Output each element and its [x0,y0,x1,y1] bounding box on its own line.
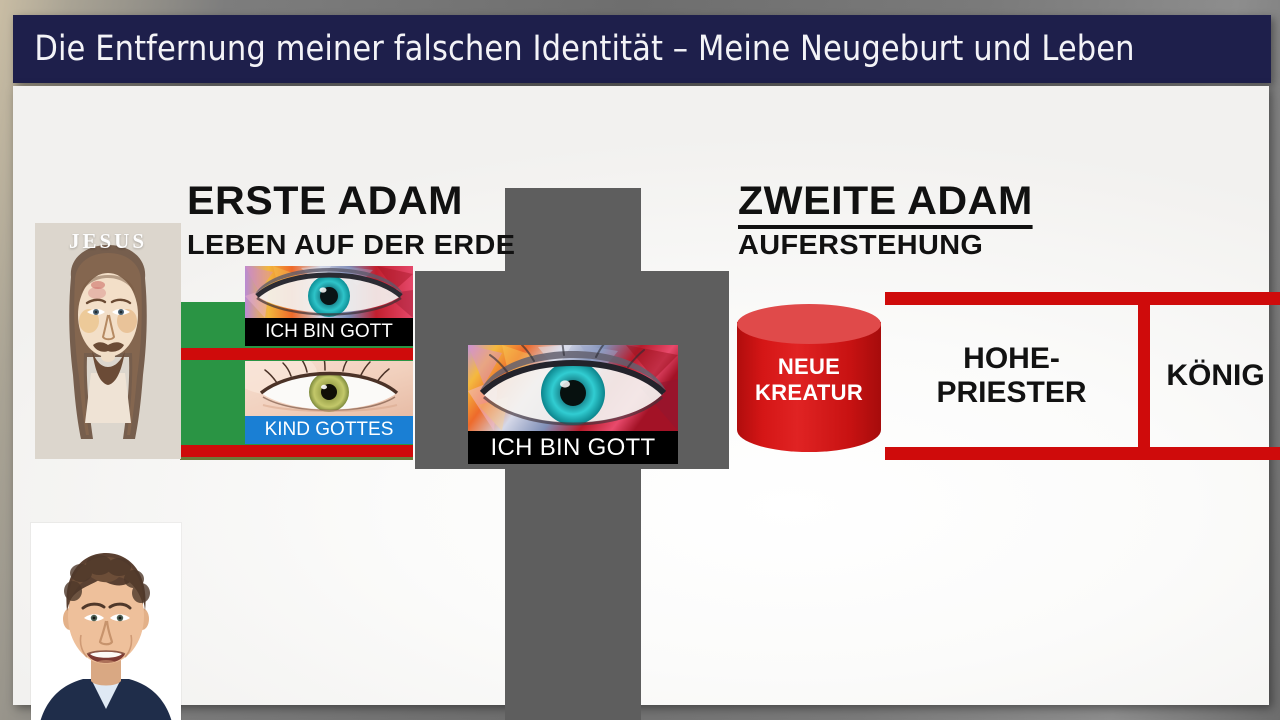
frame-bottom-bar [885,447,1280,460]
box-koenig: KÖNIG [1150,305,1280,447]
colorful-eye-icon [245,266,413,318]
jesus-watercolor-art [35,223,181,459]
cylinder-top-ellipse [737,304,881,344]
box-koenig-label: KÖNIG [1166,359,1265,393]
cylinder-label: NEUE KREATUR [737,354,881,406]
cylinder-label-line1: NEUE [777,354,841,379]
center-identity-card-ich-bin-gott: ICH BIN GOTT [468,345,678,464]
heading-zweite-adam: ZWEITE ADAM [738,179,1033,229]
identity-card-ich-bin-gott: ICH BIN GOTT [245,266,413,346]
presenter-headshot-art [31,523,181,720]
new-creation-cylinder: NEUE KREATUR [737,304,881,459]
frame-divider-bar [1138,304,1150,448]
jesus-image-label: JESUS [68,229,148,253]
subheading-auferstehung: AUFERSTEHUNG [738,229,984,260]
cylinder-label-line2: KREATUR [754,380,864,405]
colorful-eye-icon [468,345,678,431]
center-card-caption: ICH BIN GOTT [468,431,678,464]
slide-title: Die Entfernung meiner falschen Identität… [34,29,1135,69]
identity-card-kind-gottes: KIND GOTTES [245,361,413,444]
subheading-leben-auf-der-erde: LEBEN AUF DER ERDE [187,229,516,260]
green-eye-icon [245,361,413,416]
box-hohepriester-line2: PRIESTER [936,376,1087,409]
olive-edge-line [180,457,413,460]
red-band-bottom [180,445,413,457]
box-hohepriester-line1: HOHE- [963,342,1060,376]
card-caption-ich-bin-gott: ICH BIN GOTT [245,318,413,346]
office-boxes-frame: HOHE- PRIESTER KÖNIG [885,292,1280,460]
jesus-portrait-image: JESUS [35,223,181,459]
red-band-middle [180,348,413,360]
slide-body: ERSTE ADAM LEBEN AUF DER ERDE ZWEITE ADA… [13,86,1280,720]
frame-top-bar [885,292,1280,305]
presenter-photo [31,523,181,720]
card-caption-kind-gottes: KIND GOTTES [245,416,413,444]
heading-erste-adam: ERSTE ADAM [187,179,464,223]
slide-title-bar: Die Entfernung meiner falschen Identität… [13,15,1271,83]
box-hohepriester: HOHE- PRIESTER [885,305,1138,447]
